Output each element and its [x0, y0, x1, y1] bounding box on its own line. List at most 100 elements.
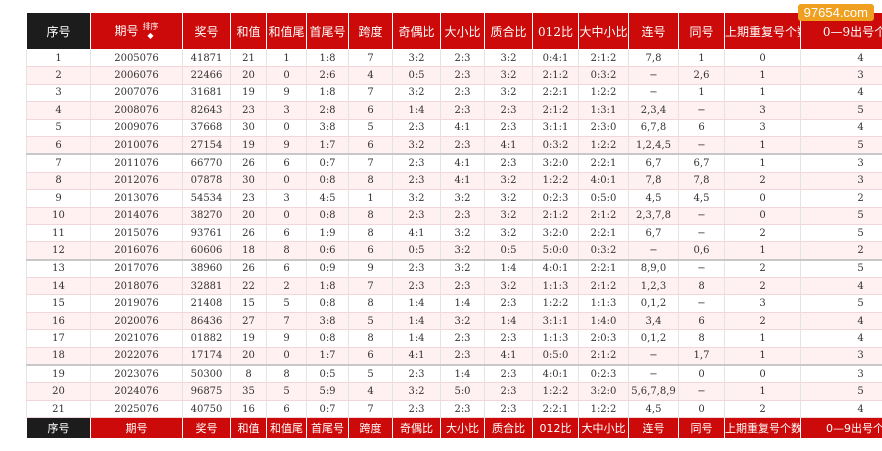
cell-same: 2,6 [678, 66, 725, 85]
table-row: 13 2017076 38960 26 6 0:9 9 2:3 3:2 1:4 4:0:1 2:2:1… [26, 258, 882, 279]
header-cell-number: 奖号 [182, 12, 231, 50]
header-row: 序号 期号 排序 ◆ 奖号 和值 和值尾 首尾号 跨度 奇偶比 大小比 质合比 01… [26, 12, 882, 50]
cell-big-small: 4:1 [440, 153, 485, 173]
cell-big-mid-small: 2:1:2 [578, 277, 629, 296]
cell-span: 7 [348, 153, 393, 173]
cell-first-last: 1:9 [306, 224, 349, 243]
cell-first-last: 0:8 [306, 329, 349, 348]
cell-big-mid-small: 0:3:2 [578, 66, 629, 85]
cell-big-small: 2:3 [440, 277, 485, 296]
cell-number: 60606 [182, 241, 231, 261]
cell-big-small: 3:2 [440, 224, 485, 243]
cell-digit-count: 3 [800, 66, 882, 85]
cell-index: 3 [26, 84, 91, 103]
cell-digit-count: 5 [800, 101, 882, 120]
cell-first-last: 0:8 [306, 207, 349, 225]
footer-cell-issue: 期号 [90, 417, 183, 440]
cell-sum: 26 [230, 153, 267, 173]
cell-odd-even: 1:4 [392, 329, 441, 348]
cell-first-last: 0:5 [306, 364, 349, 384]
cell-consecutive: 7,8 [628, 172, 679, 191]
cell-index: 14 [26, 277, 91, 296]
cell-repeat-count: 1 [724, 347, 801, 366]
cell-sum-tail: 0 [266, 66, 307, 85]
header-cell-issue[interactable]: 期号 排序 ◆ [90, 12, 183, 50]
cell-same: − [678, 294, 725, 313]
cell-index: 21 [26, 400, 91, 419]
cell-same: 0,6 [678, 241, 725, 261]
table-row: 6 2010076 27154 19 9 1:7 6 3:2 2:3 4:1 0:3:2 1:2:2 1… [26, 136, 882, 155]
cell-same: 6 [678, 119, 725, 137]
footer-cell-big-small: 大小比 [440, 417, 485, 440]
cell-sum: 20 [230, 66, 267, 85]
cell-number: 37668 [182, 119, 231, 137]
cell-number: 40750 [182, 400, 231, 419]
cell-index: 15 [26, 294, 91, 313]
cell-sum-tail: 6 [266, 258, 307, 279]
cell-repeat-count: 2 [724, 258, 801, 279]
cell-sum-tail: 9 [266, 84, 307, 103]
cell-sum: 22 [230, 277, 267, 296]
cell-number: 38270 [182, 207, 231, 225]
cell-index: 1 [26, 49, 91, 68]
footer-cell-big-mid-small: 大中小比 [578, 417, 629, 440]
lottery-history-table: 序号 期号 排序 ◆ 奖号 和值 和值尾 首尾号 跨度 奇偶比 大小比 质合比 01… [26, 12, 882, 440]
cell-first-last: 1:8 [306, 277, 349, 296]
cell-odd-even: 1:4 [392, 101, 441, 120]
cell-big-small: 4:1 [440, 119, 485, 137]
footer-cell-012-ratio: 012比 [532, 417, 579, 440]
cell-big-mid-small: 1:2:2 [578, 136, 629, 155]
cell-sum: 16 [230, 400, 267, 419]
cell-index: 2 [26, 66, 91, 85]
cell-digit-count: 5 [800, 258, 882, 279]
cell-big-mid-small: 1:4:0 [578, 312, 629, 331]
cell-012-ratio: 1:2:2 [532, 382, 579, 401]
cell-span: 6 [348, 241, 393, 261]
sort-toggle[interactable]: 排序 ◆ [143, 22, 159, 40]
header-cell-sum: 和值 [230, 12, 267, 50]
cell-first-last: 3:8 [306, 119, 349, 137]
cell-012-ratio: 0:4:1 [532, 49, 579, 68]
cell-sum-tail: 6 [266, 224, 307, 243]
cell-digit-count: 3 [800, 364, 882, 384]
cell-issue: 2015076 [90, 224, 183, 243]
site-watermark: 97654.com [797, 4, 874, 21]
cell-012-ratio: 5:0:0 [532, 241, 579, 261]
cell-number: 21408 [182, 294, 231, 313]
cell-span: 7 [348, 84, 393, 103]
cell-big-mid-small: 2:1:2 [578, 49, 629, 68]
cell-big-mid-small: 2:2:1 [578, 258, 629, 279]
cell-same: 8 [678, 277, 725, 296]
cell-repeat-count: 1 [724, 382, 801, 401]
cell-first-last: 0:9 [306, 258, 349, 279]
table-row: 7 2011076 66770 26 6 0:7 7 2:3 4:1 2:3 3:2:0 2:2:1 6… [26, 153, 882, 173]
cell-span: 4 [348, 382, 393, 401]
cell-same: 1 [678, 49, 725, 68]
cell-012-ratio: 0:2:3 [532, 189, 579, 208]
cell-number: 22466 [182, 66, 231, 85]
cell-digit-count: 4 [800, 400, 882, 419]
cell-consecutive: − [628, 364, 679, 384]
cell-sum: 26 [230, 258, 267, 279]
cell-first-last: 4:5 [306, 189, 349, 208]
cell-number: 41871 [182, 49, 231, 68]
cell-prime-composite: 3:2 [484, 189, 533, 208]
cell-first-last: 0:6 [306, 241, 349, 261]
cell-prime-composite: 3:2 [484, 277, 533, 296]
cell-first-last: 1:8 [306, 84, 349, 103]
cell-prime-composite: 1:4 [484, 312, 533, 331]
cell-same: − [678, 207, 725, 225]
cell-big-mid-small: 2:2:1 [578, 224, 629, 243]
cell-sum-tail: 0 [266, 347, 307, 366]
cell-consecutive: 4,5 [628, 189, 679, 208]
cell-consecutive: − [628, 84, 679, 103]
cell-prime-composite: 2:3 [484, 101, 533, 120]
cell-012-ratio: 2:2:1 [532, 84, 579, 103]
cell-index: 6 [26, 136, 91, 155]
cell-index: 18 [26, 347, 91, 366]
cell-odd-even: 1:4 [392, 294, 441, 313]
cell-repeat-count: 3 [724, 119, 801, 137]
cell-odd-even: 2:3 [392, 153, 441, 173]
cell-big-mid-small: 1:2:2 [578, 84, 629, 103]
cell-index: 9 [26, 189, 91, 208]
